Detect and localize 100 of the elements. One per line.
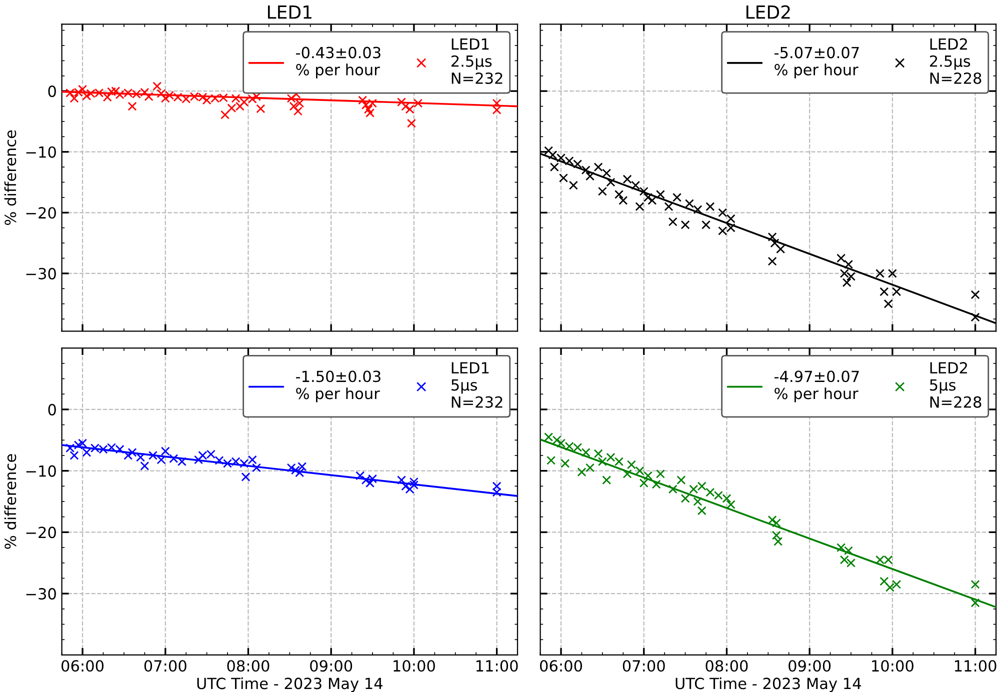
legend-label: LED1 2.5μs N=232 xyxy=(451,38,502,84)
point xyxy=(680,494,690,503)
y-axis-title: % difference xyxy=(4,130,16,225)
point xyxy=(286,94,296,103)
point xyxy=(577,468,586,477)
point xyxy=(82,91,92,100)
point xyxy=(693,497,702,506)
y-tick-label: −10 xyxy=(26,146,56,158)
point xyxy=(256,104,266,114)
legend-label: -1.50±0.03 % per hour xyxy=(296,370,380,402)
chart-title: LED1 xyxy=(268,6,312,19)
point xyxy=(405,104,414,114)
point xyxy=(252,463,262,472)
point xyxy=(128,448,137,457)
point xyxy=(970,312,980,322)
y-tick-label: −20 xyxy=(26,207,56,219)
legend-label: -4.97±0.07 % per hour xyxy=(774,370,859,402)
point xyxy=(241,472,250,482)
point xyxy=(614,457,624,466)
point xyxy=(594,449,603,458)
point xyxy=(648,196,657,205)
point xyxy=(152,82,162,91)
legend-label: -5.07±0.07 % per hour xyxy=(774,46,859,78)
point xyxy=(776,244,786,254)
point xyxy=(880,287,889,296)
point xyxy=(598,186,607,196)
point xyxy=(668,484,678,494)
point xyxy=(702,220,711,230)
point xyxy=(78,84,88,94)
point xyxy=(397,98,406,107)
point xyxy=(70,450,79,460)
point xyxy=(880,576,889,586)
x-tick-label: 10:00 xyxy=(872,660,914,672)
point xyxy=(772,518,781,528)
point xyxy=(492,98,502,108)
y-tick-label: −10 xyxy=(26,465,56,477)
point xyxy=(644,471,653,480)
point xyxy=(664,202,674,212)
point xyxy=(295,468,304,478)
point xyxy=(544,146,554,156)
x-tick-label: 11:00 xyxy=(476,660,518,672)
x-tick-label: 08:00 xyxy=(227,660,270,672)
y-tick-label: 0 xyxy=(48,404,56,416)
point xyxy=(635,202,644,212)
point xyxy=(594,162,603,172)
point xyxy=(111,86,120,96)
point xyxy=(293,106,302,116)
point xyxy=(128,102,137,111)
point xyxy=(358,96,368,105)
x-tick-label: 09:00 xyxy=(310,660,352,672)
point xyxy=(876,268,885,278)
point xyxy=(366,108,375,118)
point xyxy=(602,476,612,485)
point xyxy=(606,452,616,462)
point xyxy=(194,455,204,464)
point xyxy=(635,466,644,476)
point xyxy=(693,205,702,214)
point xyxy=(970,580,980,589)
y-tick-label: −30 xyxy=(26,268,56,280)
point xyxy=(836,254,846,263)
legend-label: LED1 5μs N=232 xyxy=(452,362,502,408)
point xyxy=(124,450,133,460)
point xyxy=(626,460,636,470)
x-tick-label: 06:00 xyxy=(540,660,582,672)
point xyxy=(78,438,88,448)
point xyxy=(364,104,373,114)
point xyxy=(772,530,781,540)
point xyxy=(718,208,728,218)
point xyxy=(406,118,416,128)
point xyxy=(397,476,406,485)
point xyxy=(286,463,296,472)
legend-label: -0.43±0.03 % per hour xyxy=(296,46,380,78)
point xyxy=(668,217,678,226)
point xyxy=(136,452,146,462)
point xyxy=(70,94,79,103)
chart-title: LED2 xyxy=(746,5,790,19)
point xyxy=(644,192,653,202)
point xyxy=(581,166,590,175)
x-tick-label: 06:00 xyxy=(62,660,104,672)
point xyxy=(405,484,414,494)
point xyxy=(970,598,980,608)
point xyxy=(289,102,298,111)
point xyxy=(560,458,570,468)
point xyxy=(622,174,632,184)
point xyxy=(581,448,590,457)
point xyxy=(492,488,502,497)
point xyxy=(684,199,694,208)
x-tick-label: 09:00 xyxy=(788,660,831,672)
x-axis-title: UTC Time - 2023 May 14 xyxy=(197,677,382,692)
y-tick-label: −20 xyxy=(26,526,56,538)
point xyxy=(672,192,682,202)
point xyxy=(676,476,686,485)
point xyxy=(586,172,595,181)
point xyxy=(892,287,902,296)
point xyxy=(618,196,628,205)
point xyxy=(680,220,690,230)
point xyxy=(884,299,893,308)
point xyxy=(844,260,854,269)
point xyxy=(842,278,852,288)
x-tick-label: 11:00 xyxy=(954,660,996,672)
